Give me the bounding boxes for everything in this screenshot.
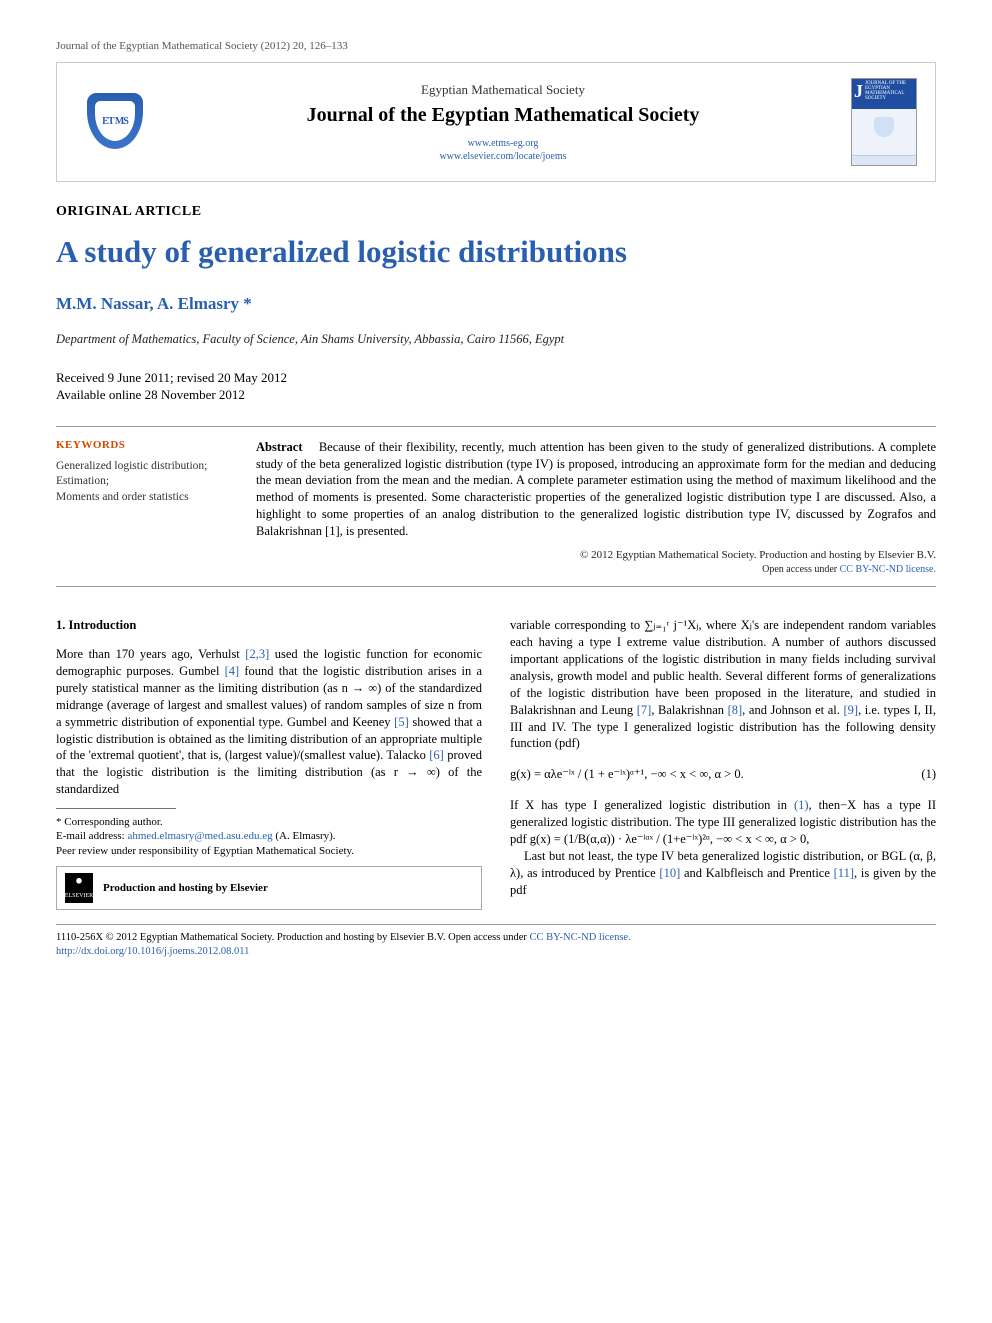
hosting-text: Production and hosting by Elsevier — [103, 881, 268, 895]
body-columns: 1. Introduction More than 170 years ago,… — [56, 617, 936, 910]
email-link[interactable]: ahmed.elmasry@med.asu.edu.eg — [127, 830, 272, 842]
p2c: , and Johnson et al. — [742, 703, 843, 717]
keywords-column: KEYWORDS Generalized logistic distributi… — [56, 439, 232, 577]
ref-10[interactable]: [10] — [659, 866, 680, 880]
journal-link-2[interactable]: www.elsevier.com/locate/joems — [173, 150, 833, 163]
journal-name: Journal of the Egyptian Mathematical Soc… — [173, 104, 833, 127]
affiliation: Department of Mathematics, Faculty of Sc… — [56, 332, 936, 347]
journal-link-1[interactable]: www.etms-eg.org — [173, 137, 833, 150]
logo-letters: ET MS — [95, 101, 135, 141]
abstract-text: Because of their flexibility, recently, … — [256, 440, 936, 538]
email-label: E-mail address: — [56, 830, 127, 842]
abstract-license: Open access under CC BY-NC-ND license. — [256, 563, 936, 577]
footer-copyright: 1110-256X © 2012 Egyptian Mathematical S… — [56, 932, 448, 943]
ref-eq1[interactable]: (1) — [794, 798, 809, 812]
authors: M.M. Nassar, A. Elmasry * — [56, 294, 936, 314]
keywords-heading: KEYWORDS — [56, 439, 232, 451]
ref-11[interactable]: [11] — [834, 866, 854, 880]
p2b: , Balakrishnan — [651, 703, 727, 717]
ref-7[interactable]: [7] — [637, 703, 652, 717]
ref-2-3[interactable]: [2,3] — [245, 647, 269, 661]
license-prefix: Open access under — [762, 564, 839, 575]
journal-header: ET MS Egyptian Mathematical Society Jour… — [56, 62, 936, 182]
keywords-list: Generalized logistic distribution; Estim… — [56, 459, 232, 506]
right-column: variable corresponding to ∑ⱼ₌₁ʳ j⁻¹Xⱼ, w… — [510, 617, 936, 910]
cover-footer — [852, 155, 916, 165]
header-center: Egyptian Mathematical Society Journal of… — [173, 82, 833, 163]
cover-band-text: JOURNAL OF THE EGYPTIAN MATHEMATICAL SOC… — [865, 81, 914, 101]
abstract-copyright: © 2012 Egyptian Mathematical Society. Pr… — [256, 548, 936, 563]
logo-shield: ET MS — [87, 93, 143, 149]
p4b: and Kalbfleisch and Prentice — [680, 866, 833, 880]
footnote-rule — [56, 808, 176, 809]
article-type: ORIGINAL ARTICLE — [56, 204, 936, 220]
cover-mid-icon — [874, 117, 894, 137]
ref-8[interactable]: [8] — [728, 703, 743, 717]
intro-heading: 1. Introduction — [56, 617, 482, 634]
elsevier-label: ELSEVIER — [65, 893, 93, 901]
footer-license-link[interactable]: CC BY-NC-ND license. — [530, 932, 631, 943]
journal-reference: Journal of the Egyptian Mathematical Soc… — [56, 40, 936, 52]
society-name: Egyptian Mathematical Society — [173, 82, 833, 98]
abstract-block: KEYWORDS Generalized logistic distributi… — [56, 426, 936, 588]
ref-4[interactable]: [4] — [225, 664, 240, 678]
footer-doi[interactable]: http://dx.doi.org/10.1016/j.joems.2012.0… — [56, 946, 249, 957]
p3a: If X has type I generalized logistic dis… — [510, 798, 794, 812]
abstract-column: Abstract Because of their flexibility, r… — [256, 439, 936, 577]
received-revised: Received 9 June 2011; revised 20 May 201… — [56, 369, 936, 387]
p1a: More than 170 years ago, Verhulst — [56, 647, 245, 661]
ref-5[interactable]: [5] — [394, 715, 409, 729]
intro-para-4: Last but not least, the type IV beta gen… — [510, 848, 936, 899]
ref-6[interactable]: [6] — [429, 748, 444, 762]
ref-9[interactable]: [9] — [843, 703, 858, 717]
eq1-body: g(x) = αλe⁻ˡˣ / (1 + e⁻ˡˣ)ᵅ⁺¹, −∞ < x < … — [510, 766, 744, 783]
elsevier-tree-icon — [72, 876, 86, 892]
cover-band: J JOURNAL OF THE EGYPTIAN MATHEMATICAL S… — [852, 79, 916, 109]
available-online: Available online 28 November 2012 — [56, 386, 936, 404]
journal-links: www.etms-eg.org www.elsevier.com/locate/… — [173, 137, 833, 163]
eq1-number: (1) — [909, 766, 936, 783]
footer-open-access: Open access under — [448, 932, 529, 943]
email-line: E-mail address: ahmed.elmasry@med.asu.ed… — [56, 829, 482, 843]
page-footer: 1110-256X © 2012 Egyptian Mathematical S… — [56, 924, 936, 959]
intro-para-1: More than 170 years ago, Verhulst [2,3] … — [56, 646, 482, 798]
license-link[interactable]: CC BY-NC-ND license. — [840, 564, 936, 575]
corresponding-author: * Corresponding author. — [56, 815, 482, 829]
equation-1: g(x) = αλe⁻ˡˣ / (1 + e⁻ˡˣ)ᵅ⁺¹, −∞ < x < … — [510, 766, 936, 783]
hosting-box: ELSEVIER Production and hosting by Elsev… — [56, 866, 482, 910]
left-column: 1. Introduction More than 170 years ago,… — [56, 617, 482, 910]
intro-para-2: variable corresponding to ∑ⱼ₌₁ʳ j⁻¹Xⱼ, w… — [510, 617, 936, 752]
email-who: (A. Elmasry). — [273, 830, 336, 842]
intro-para-3: If X has type I generalized logistic dis… — [510, 797, 936, 848]
elsevier-logo: ELSEVIER — [65, 873, 93, 903]
article-title: A study of generalized logistic distribu… — [56, 234, 936, 270]
cover-j-letter: J — [854, 81, 863, 102]
journal-cover-thumb: J JOURNAL OF THE EGYPTIAN MATHEMATICAL S… — [851, 78, 917, 166]
footnotes: * Corresponding author. E-mail address: … — [56, 815, 482, 910]
peer-review-note: Peer review under responsibility of Egyp… — [56, 844, 482, 858]
society-logo: ET MS — [75, 77, 155, 167]
abstract-label: Abstract — [256, 440, 303, 454]
article-dates: Received 9 June 2011; revised 20 May 201… — [56, 369, 936, 404]
